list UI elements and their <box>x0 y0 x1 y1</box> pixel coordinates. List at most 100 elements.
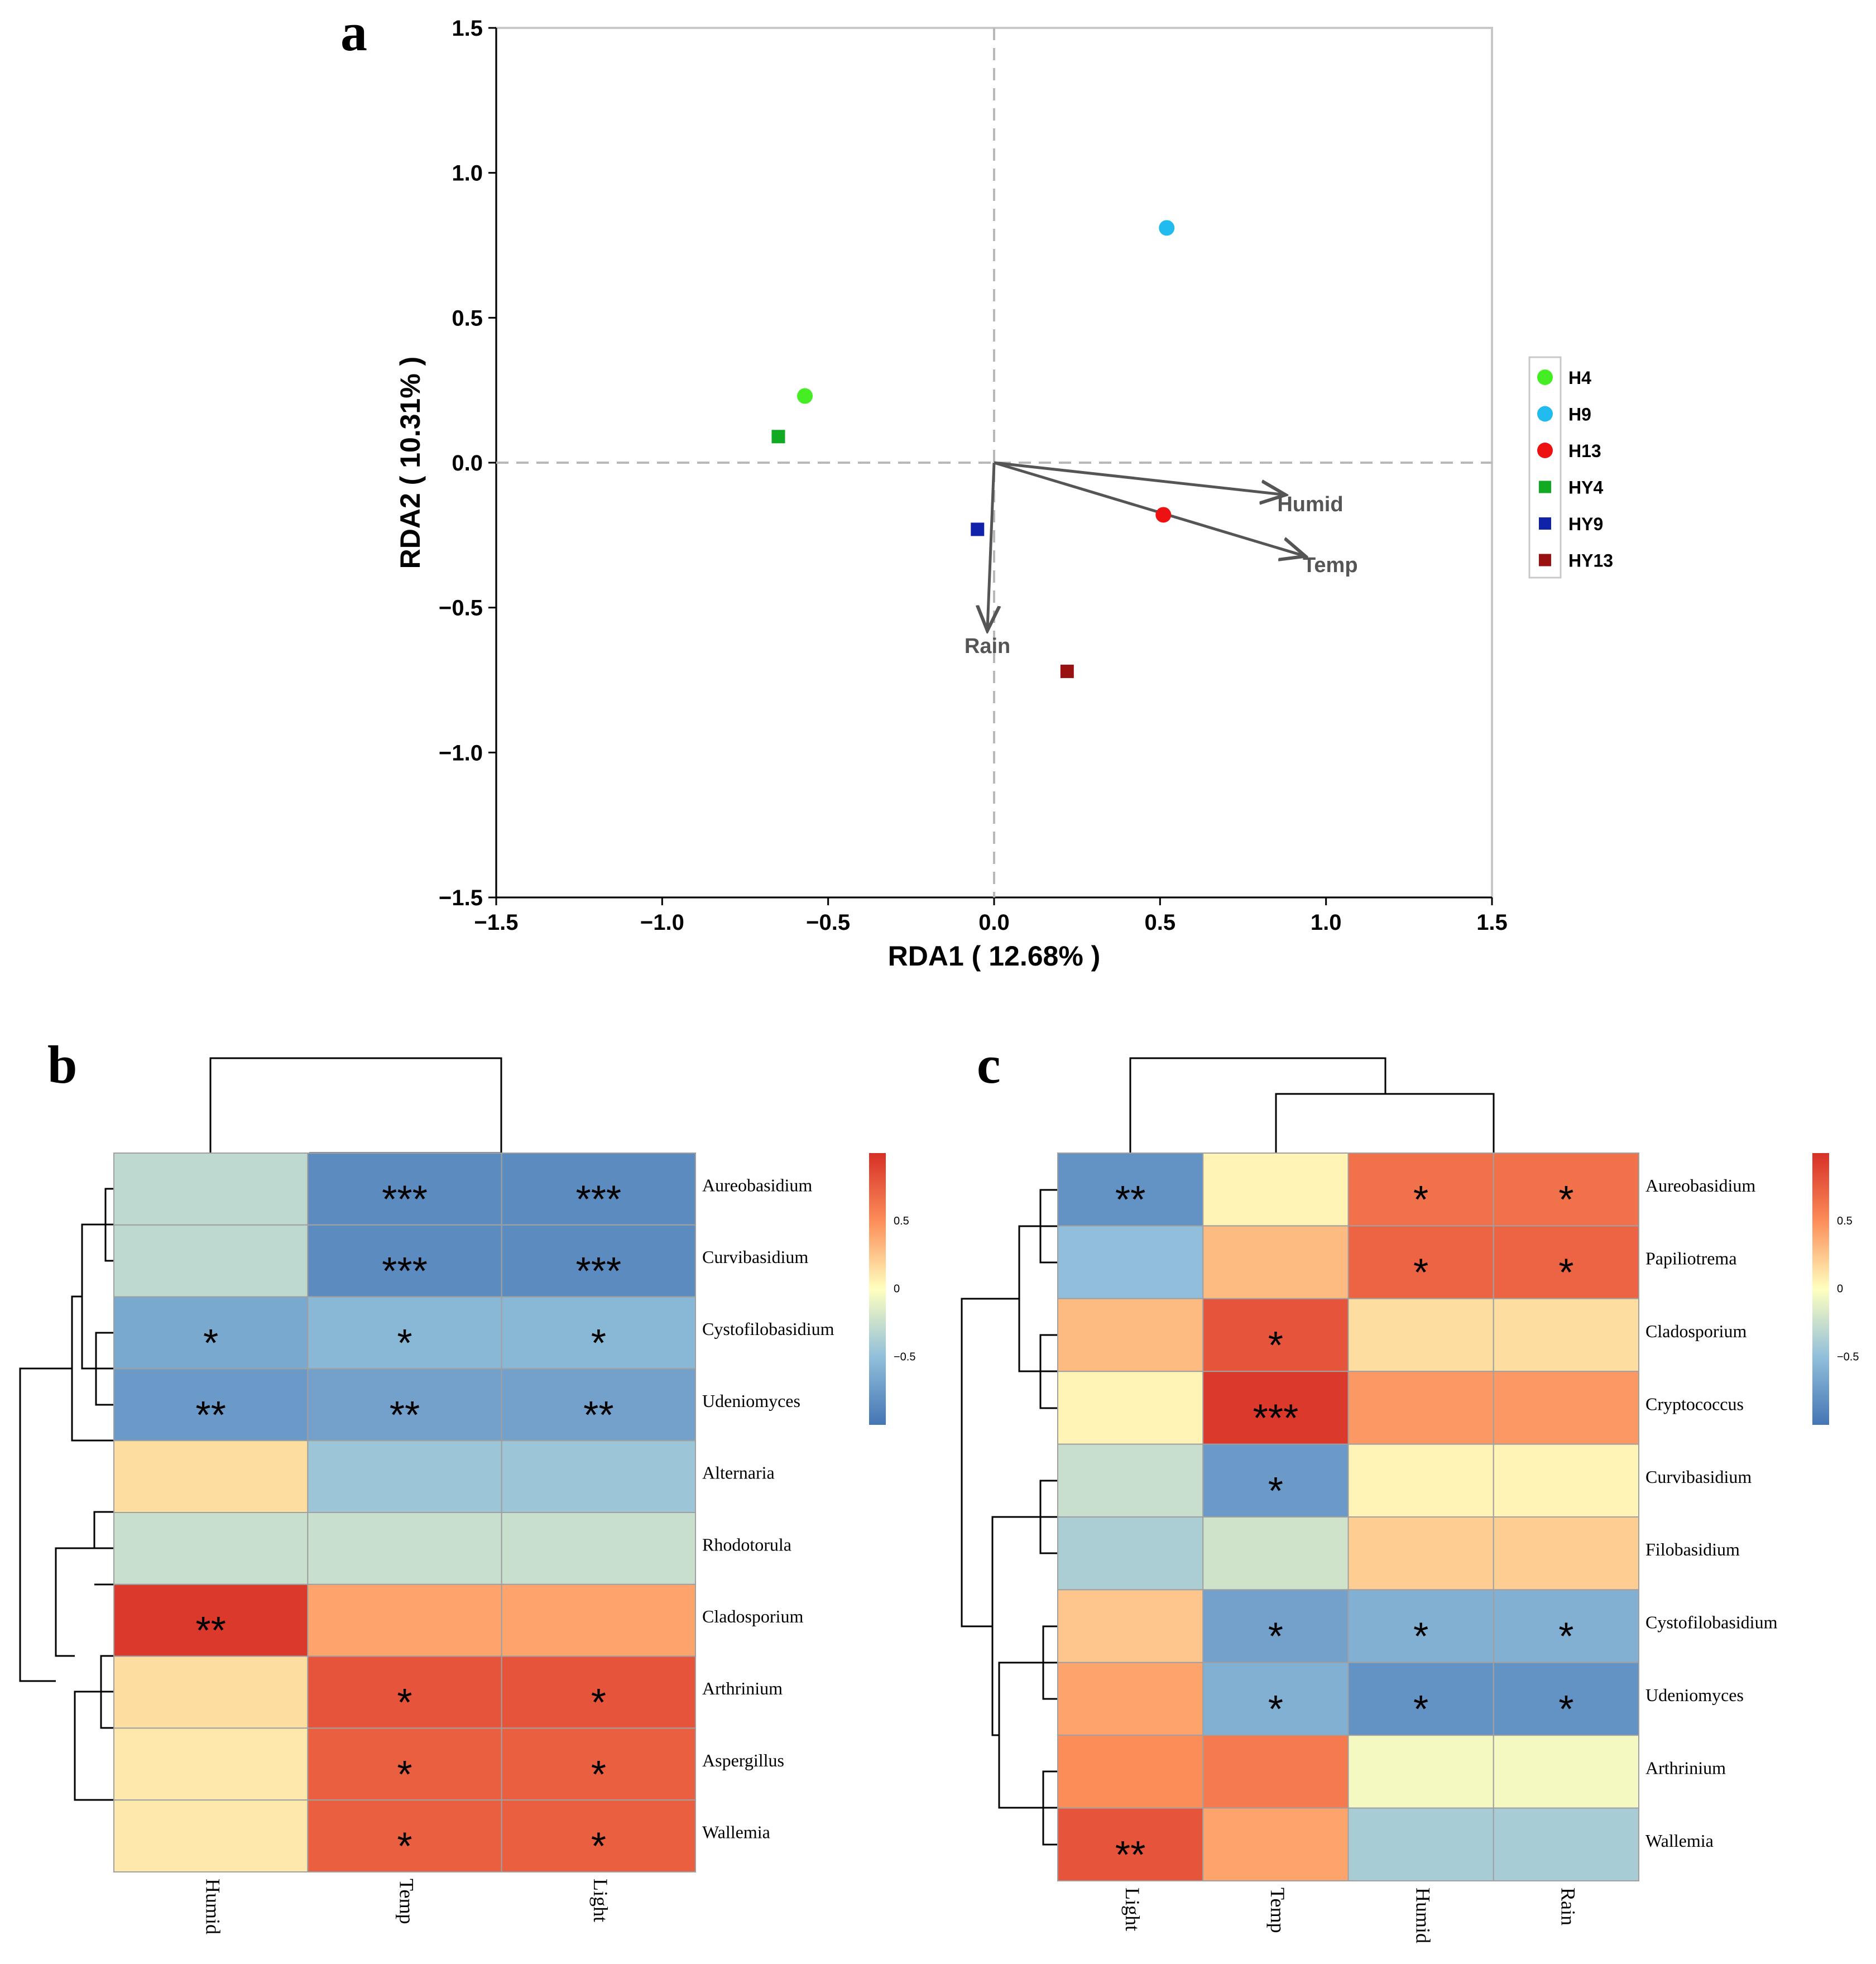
heatmap-cell <box>1057 1443 1204 1518</box>
significance-mark: * <box>397 1321 412 1365</box>
heatmap-cell <box>1202 1516 1349 1591</box>
column-label: Humid <box>201 1879 224 1934</box>
legend-label-h13: H13 <box>1568 441 1601 461</box>
dendrogram-branch <box>961 1298 1019 1627</box>
panel-a-letter: a <box>340 2 367 62</box>
heatmap-cell <box>1202 1443 1349 1518</box>
heatmap-cell <box>1057 1298 1204 1372</box>
heatmap-cell <box>501 1153 697 1226</box>
row-label: Papiliotrema <box>1645 1248 1737 1269</box>
dendrogram-branch <box>1129 1057 1386 1153</box>
heatmap-cell <box>113 1440 309 1513</box>
significance-mark: ** <box>195 1393 225 1437</box>
row-label: Curvibasidium <box>1645 1467 1752 1487</box>
heatmap-cell <box>1347 1225 1494 1299</box>
legend-marker-hy9 <box>1539 517 1551 530</box>
row-label: Aureobasidium <box>1645 1175 1755 1195</box>
legend-marker-h9 <box>1537 406 1553 422</box>
heatmap-cell <box>1347 1443 1494 1518</box>
row-label: Arthrinium <box>702 1678 783 1698</box>
heatmap-cell <box>1057 1662 1204 1736</box>
x-tick-label: 1.5 <box>1476 910 1508 935</box>
heatmap-c-cells: ** * ** ******* * ** * *** <box>1057 1153 1639 1882</box>
heatmap-c-panel: c ** * ** ******* * ** * *** AureobasidiumPapil… <box>961 1035 1859 1943</box>
heatmap-cell <box>113 1727 309 1801</box>
heatmap-cell <box>113 1655 309 1729</box>
y-axis-title: RDA2 ( 10.31% ) <box>395 357 426 569</box>
axis-ticks: −1.5 −1.0 −0.5 0.0 0.5 1.0 1.5 1.5 1.0 0.5 0.0 −0.5… <box>439 16 1508 935</box>
heatmap-cell <box>1057 1807 1204 1882</box>
column-label: Temp <box>1266 1888 1289 1933</box>
heatmap-cell <box>1493 1589 1639 1663</box>
significance-mark: * <box>591 1752 606 1796</box>
heatmap-cell <box>1347 1298 1494 1372</box>
dendrogram-branch <box>1018 1225 1040 1372</box>
significance-mark: * <box>591 1824 606 1868</box>
significance-mark: * <box>1268 1469 1283 1512</box>
colorbar-tick-label: 0.5 <box>1837 1215 1853 1227</box>
dendrogram-branch <box>93 1511 114 1549</box>
heatmap-b-panel: b *** ****** **** * *** ** ***** ** ** * Aureobas… <box>19 1035 915 1934</box>
heatmap-cell <box>1347 1589 1494 1663</box>
row-label: Curvibasidium <box>702 1247 808 1267</box>
heatmap-c-column-labels: Light Temp Humid Rain <box>1121 1888 1580 1943</box>
significance-mark: * <box>591 1680 606 1724</box>
column-label: Rain <box>1557 1888 1580 1925</box>
dendrogram-branch <box>74 1691 114 1801</box>
significance-mark: * <box>1268 1323 1283 1367</box>
x-tick-label: 0.0 <box>978 910 1010 935</box>
colorbar-gradient <box>869 1153 886 1425</box>
significance-mark: *** <box>382 1177 428 1221</box>
significance-mark: *** <box>382 1249 428 1293</box>
legend: H4 H9 H13 HY4 HY9 HY13 <box>1528 356 1613 579</box>
row-label: Udeniomyces <box>1645 1685 1744 1705</box>
x-tick-label: 1.0 <box>1311 910 1342 935</box>
point-h9 <box>1159 220 1175 236</box>
heatmap-cell <box>1493 1443 1639 1518</box>
legend-marker-h4 <box>1537 369 1553 385</box>
row-label: Udeniomyces <box>702 1391 800 1411</box>
arrow-label-temp: Temp <box>1303 554 1358 577</box>
heatmap-cell <box>307 1440 502 1513</box>
heatmap-c-row-labels: Aureobasidium Papiliotrema Cladosporium Cry… <box>1645 1175 1778 1851</box>
dendrogram-branch <box>71 1295 82 1442</box>
row-label: Wallemia <box>702 1822 770 1842</box>
row-label: Aspergillus <box>702 1750 784 1770</box>
row-label: Cystofilobasidium <box>1645 1612 1778 1632</box>
heatmap-cell <box>307 1153 502 1226</box>
heatmap-cell <box>113 1583 309 1657</box>
column-label: Humid <box>1412 1888 1434 1943</box>
significance-mark: * <box>1558 1615 1573 1658</box>
point-hy13 <box>1060 664 1074 678</box>
heatmap-cell <box>1347 1516 1494 1591</box>
significance-mark: ** <box>390 1393 420 1437</box>
heatmap-cell <box>501 1368 697 1442</box>
heatmap-cell <box>1347 1662 1494 1736</box>
arrow-temp <box>994 461 1303 555</box>
heatmap-cell <box>307 1655 502 1729</box>
heatmap-c-colorbar: 0.5 0 −0.5 <box>1812 1153 1859 1425</box>
reference-lines <box>496 28 1492 897</box>
heatmap-cell <box>501 1727 697 1801</box>
legend-label-h4: H4 <box>1568 368 1591 388</box>
arrow-rain <box>987 462 994 628</box>
legend-label-hy13: HY13 <box>1568 551 1613 571</box>
heatmap-cell <box>1202 1153 1349 1227</box>
heatmap-cell <box>1202 1735 1349 1809</box>
arrow-label-humid: Humid <box>1277 493 1343 516</box>
legend-marker-h13 <box>1537 443 1553 458</box>
heatmap-cell <box>1057 1516 1204 1591</box>
heatmap-cell <box>1057 1735 1204 1809</box>
dendrogram-branch <box>55 1547 94 1657</box>
heatmap-cell <box>307 1368 502 1442</box>
panel-c-letter: c <box>977 1035 1001 1094</box>
heatmap-cell <box>1493 1153 1639 1227</box>
heatmap-cell <box>1493 1662 1639 1736</box>
arrow-label-rain: Rain <box>965 635 1010 658</box>
heatmap-cell <box>113 1296 309 1370</box>
y-tick-label: 0.0 <box>452 451 483 476</box>
heatmap-cell <box>113 1153 309 1226</box>
significance-mark: ** <box>195 1608 225 1652</box>
significance-mark: * <box>1413 1251 1428 1294</box>
